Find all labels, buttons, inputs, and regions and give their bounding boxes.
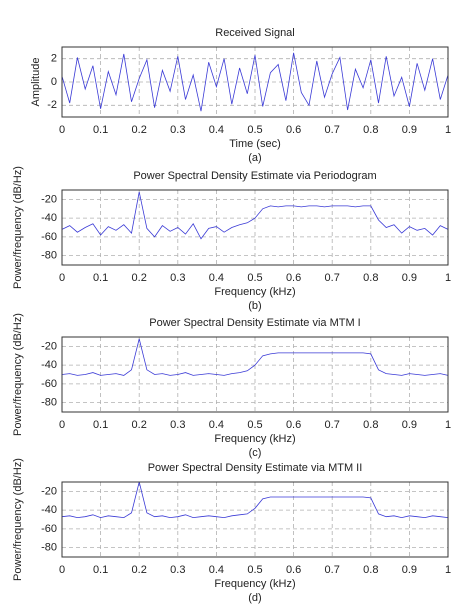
y-tick-label: -60: [41, 378, 57, 390]
x-tick-label: 0.5: [247, 272, 262, 284]
x-tick-label: 0.6: [286, 564, 301, 576]
y-tick-label: -80: [41, 250, 57, 262]
y-tick-label: -2: [47, 99, 57, 111]
x-tick-label: 0.7: [325, 419, 340, 431]
chart-title: Power Spectral Density Estimate via Peri…: [133, 170, 376, 182]
x-tick-label: 0.4: [209, 124, 224, 136]
x-axis-label: Frequency (kHz): [214, 433, 295, 445]
x-tick-label: 0.7: [325, 564, 340, 576]
x-tick-label: 0.1: [93, 124, 108, 136]
y-tick-label: -60: [41, 523, 57, 535]
x-tick-label: 0.8: [363, 419, 378, 431]
x-tick-label: 0.9: [402, 272, 417, 284]
chart-title: Received Signal: [215, 27, 295, 39]
caption: (d): [248, 592, 261, 604]
caption: (a): [248, 152, 261, 164]
x-tick-label: 0.2: [132, 124, 147, 136]
x-tick-label: 0.5: [247, 419, 262, 431]
x-tick-label: 0.3: [170, 272, 185, 284]
y-tick-label: -20: [41, 485, 57, 497]
x-tick-label: 0.9: [402, 564, 417, 576]
x-axis-label: Time (sec): [229, 138, 281, 150]
x-tick-label: 0: [59, 272, 65, 284]
plot-frame: [61, 336, 449, 413]
x-tick-label: 0: [59, 124, 65, 136]
x-tick-label: 0.8: [363, 564, 378, 576]
x-tick-label: 0.1: [93, 419, 108, 431]
x-tick-label: 0.6: [286, 124, 301, 136]
caption: (c): [249, 447, 262, 459]
x-tick-label: 0.3: [170, 419, 185, 431]
x-tick-label: 0.8: [363, 272, 378, 284]
x-tick-label: 0.4: [209, 272, 224, 284]
y-tick-label: -20: [41, 340, 57, 352]
plot-frame: [61, 481, 449, 558]
x-tick-label: 1: [445, 124, 451, 136]
plot-frame: [61, 46, 449, 118]
x-tick-label: 1: [445, 419, 451, 431]
y-tick-label: -40: [41, 359, 57, 371]
chart-title: Power Spectral Density Estimate via MTM …: [149, 317, 361, 329]
x-tick-label: 0.4: [209, 419, 224, 431]
y-axis-label: Amplitude: [30, 58, 42, 107]
data-line: [61, 191, 449, 240]
x-tick-label: 0: [59, 564, 65, 576]
chart-title: Power Spectral Density Estimate via MTM …: [148, 462, 363, 474]
y-tick-label: -20: [41, 193, 57, 205]
x-tick-label: 0.4: [209, 564, 224, 576]
x-tick-label: 0.7: [325, 272, 340, 284]
y-tick-label: -60: [41, 231, 57, 243]
x-tick-label: 0.9: [402, 124, 417, 136]
data-line: [61, 52, 449, 112]
x-tick-label: 0.8: [363, 124, 378, 136]
x-tick-label: 0.6: [286, 272, 301, 284]
y-tick-label: 0: [51, 76, 57, 88]
data-line: [61, 481, 449, 519]
data-line: [61, 338, 449, 376]
y-axis-label: Power/frequency (dB/Hz): [12, 166, 24, 289]
x-tick-label: 0.1: [93, 272, 108, 284]
x-tick-label: 0.2: [132, 419, 147, 431]
y-tick-label: -40: [41, 212, 57, 224]
x-tick-label: 1: [445, 272, 451, 284]
y-axis-label: Power/frequency (dB/Hz): [12, 458, 24, 581]
y-tick-label: -80: [41, 542, 57, 554]
y-tick-label: -80: [41, 397, 57, 409]
x-tick-label: 0: [59, 419, 65, 431]
x-tick-label: 0.1: [93, 564, 108, 576]
y-tick-label: 2: [51, 53, 57, 65]
x-tick-label: 0.3: [170, 564, 185, 576]
x-tick-label: 0.9: [402, 419, 417, 431]
caption: (b): [248, 300, 261, 312]
x-tick-label: 1: [445, 564, 451, 576]
x-tick-label: 0.5: [247, 564, 262, 576]
x-tick-label: 0.5: [247, 124, 262, 136]
x-tick-label: 0.2: [132, 272, 147, 284]
x-axis-label: Frequency (kHz): [214, 578, 295, 590]
plot-frame: [61, 189, 449, 266]
y-axis-label: Power/frequency (dB/Hz): [12, 313, 24, 436]
x-tick-label: 0.6: [286, 419, 301, 431]
x-tick-label: 0.3: [170, 124, 185, 136]
x-tick-label: 0.7: [325, 124, 340, 136]
y-tick-label: -40: [41, 504, 57, 516]
x-axis-label: Frequency (kHz): [214, 286, 295, 298]
x-tick-label: 0.2: [132, 564, 147, 576]
